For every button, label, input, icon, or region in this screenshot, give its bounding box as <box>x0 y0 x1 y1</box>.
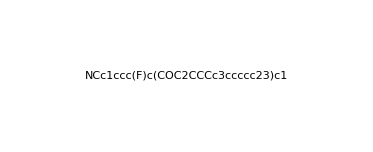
Text: NCc1ccc(F)c(COC2CCCc3ccccc23)c1: NCc1ccc(F)c(COC2CCCc3ccccc23)c1 <box>85 71 288 81</box>
